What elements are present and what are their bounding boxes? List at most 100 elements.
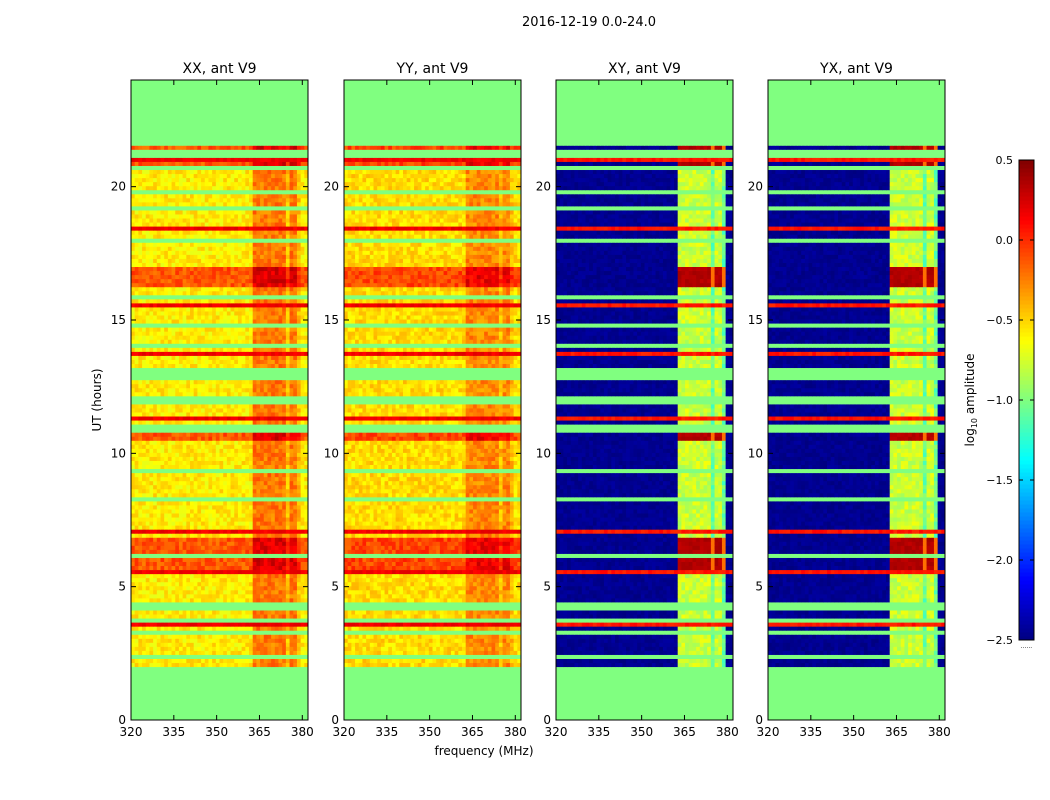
heatmap-cell [234, 585, 239, 591]
heatmap-cell [186, 428, 191, 433]
heatmap-cell [263, 488, 268, 494]
heatmap-cell [197, 602, 202, 607]
heatmap-cell [260, 593, 265, 599]
heatmap-cell [249, 650, 254, 655]
heatmap-cell [300, 262, 305, 267]
heatmap-cell [271, 311, 276, 316]
heatmap-cell [256, 383, 261, 389]
heatmap-cell [230, 444, 235, 449]
heatmap-cell [212, 250, 217, 255]
heatmap-cell [208, 383, 213, 389]
heatmap-cell [208, 529, 213, 534]
heatmap-cell [153, 662, 158, 668]
heatmap-cell [178, 327, 184, 332]
heatmap-cell [153, 658, 158, 664]
heatmap-cell [241, 335, 246, 340]
heatmap-cell [241, 416, 246, 421]
heatmap-cell [134, 565, 139, 571]
heatmap-cell [145, 416, 150, 421]
heatmap-cell [219, 553, 224, 558]
heatmap-cell [193, 521, 198, 526]
heatmap-cell [186, 569, 191, 575]
heatmap-cell [171, 638, 176, 643]
heatmap-cell [175, 327, 180, 332]
heatmap-cell [167, 654, 172, 659]
heatmap-cell [300, 646, 305, 651]
heatmap-cell [178, 646, 184, 651]
heatmap-cell [167, 581, 172, 587]
heatmap-cell [278, 286, 283, 292]
heatmap-cell [278, 589, 283, 595]
heatmap-cell [131, 444, 136, 449]
heatmap-cell [134, 375, 139, 381]
heatmap-cell [260, 476, 265, 482]
heatmap-cell [285, 395, 290, 401]
heatmap-cell [260, 420, 265, 425]
heatmap-cell [293, 323, 298, 328]
heatmap-cell [208, 311, 213, 316]
heatmap-cell [278, 395, 283, 401]
heatmap-cell [142, 525, 147, 530]
heatmap-cell [219, 662, 224, 668]
heatmap-cell [215, 359, 220, 364]
heatmap-cell [219, 412, 224, 417]
heatmap-cell [156, 654, 161, 659]
heatmap-cell [274, 593, 279, 599]
heatmap-cell [296, 517, 302, 522]
heatmap-cell [149, 387, 154, 393]
heatmap-cell [226, 513, 231, 518]
heatmap-cell [271, 642, 276, 647]
heatmap-cell [193, 496, 198, 502]
heatmap-cell [226, 250, 231, 255]
heatmap-cell [245, 250, 250, 255]
heatmap-cell [300, 395, 305, 401]
heatmap-cell [149, 480, 154, 486]
heatmap-cell [208, 347, 213, 352]
heatmap-cell [167, 541, 172, 546]
heatmap-cell [204, 270, 209, 276]
heatmap-cell [285, 250, 290, 255]
heatmap-cell [142, 565, 147, 571]
heatmap-cell [171, 606, 176, 611]
heatmap-cell [237, 343, 243, 348]
heatmap-cell [249, 404, 254, 409]
heatmap-cell [145, 505, 150, 510]
heatmap-cell [190, 509, 195, 514]
heatmap-cell [193, 339, 198, 344]
heatmap-cell [204, 541, 209, 546]
heatmap-cell [271, 327, 276, 332]
heatmap-cell [278, 399, 283, 405]
heatmap-cell [145, 525, 150, 530]
heatmap-cell [142, 484, 147, 490]
heatmap-cell [145, 436, 150, 441]
heatmap-cell [208, 282, 213, 288]
heatmap-cell [223, 311, 228, 316]
heatmap-cell [300, 525, 305, 530]
heatmap-cell [252, 496, 257, 502]
heatmap-cell [145, 634, 150, 639]
heatmap-cell [182, 658, 187, 664]
heatmap-cell [293, 634, 298, 639]
heatmap-cell [175, 391, 180, 397]
heatmap-cell [278, 290, 283, 296]
heatmap-cell [156, 517, 161, 522]
heatmap-cell [278, 541, 283, 546]
heatmap-cell [271, 654, 276, 659]
heatmap-cell [234, 589, 239, 595]
heatmap-cell [245, 387, 250, 393]
heatmap-cell [208, 593, 213, 599]
heatmap-cell [215, 375, 220, 381]
heatmap-cell [241, 302, 246, 308]
heatmap-cell [160, 408, 165, 413]
heatmap-cell [271, 541, 276, 546]
heatmap-cell [182, 606, 187, 611]
heatmap-cell [175, 545, 180, 550]
heatmap-cell [282, 505, 287, 510]
heatmap-cell [193, 387, 198, 393]
heatmap-cell [245, 496, 250, 502]
heatmap-cell [245, 347, 250, 352]
heatmap-cell [289, 278, 294, 284]
heatmap-cell [296, 302, 302, 308]
heatmap-cell [186, 367, 191, 373]
heatmap-cell [190, 492, 195, 498]
